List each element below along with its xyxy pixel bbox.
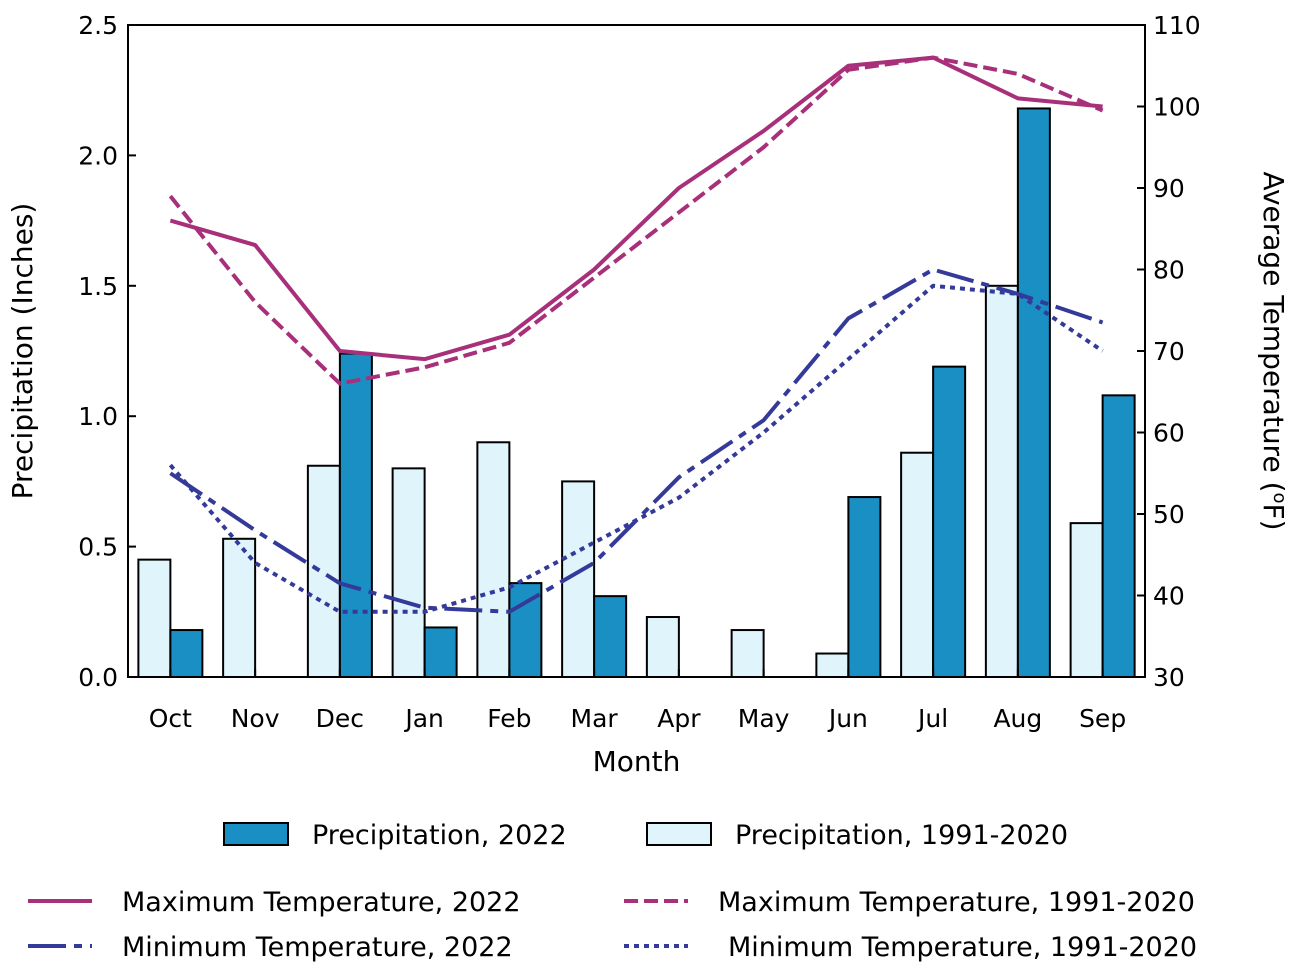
lines-layer (168, 55, 1104, 614)
y-axis-left-title: Precipitation (Inches) (6, 203, 39, 500)
y-axis-right-title-suffix: F) (1257, 504, 1290, 531)
bar-2022-mar (593, 595, 628, 678)
x-tick-label: Dec (316, 704, 364, 733)
right-tick-label: 100 (1153, 93, 1201, 122)
bar-normal-oct (137, 558, 172, 679)
right-tick-label: 30 (1153, 663, 1185, 692)
bar-2022-sep (1101, 394, 1136, 678)
legend-max-2022-label: Maximum Temperature, 2022 (122, 887, 521, 918)
axes-layer: 0.0 0.5 1.0 1.5 2.0 2.5 30 40 50 60 70 80 90 100 110 Oc… (6, 11, 1290, 778)
x-tick-label: Jul (916, 704, 948, 733)
x-tick-label: Aug (993, 704, 1042, 733)
x-axis-title: Month (593, 745, 681, 778)
y-axis-right-title-sup: o (1269, 493, 1290, 504)
x-tick-label: May (738, 704, 790, 733)
bar-normal-may (730, 629, 765, 679)
left-tick-label: 1.0 (78, 402, 118, 431)
right-tick-label: 60 (1153, 419, 1185, 448)
right-tick-label: 70 (1153, 337, 1185, 366)
x-tick-label: Oct (149, 704, 192, 733)
bar-2022-jan (423, 626, 458, 678)
bar-normal-jun (815, 652, 850, 679)
bar-2022-oct (169, 629, 204, 679)
x-tick-label: Sep (1079, 704, 1126, 733)
y-axis-right-title-prefix: Average Temperature ( (1257, 171, 1290, 492)
x-tick-label: Apr (657, 704, 701, 733)
legend-precip-2022-label: Precipitation, 2022 (312, 820, 567, 851)
legend-precip-2022-swatch (223, 822, 289, 846)
legend-precip-normal-swatch (646, 822, 712, 846)
right-tick-label: 40 (1153, 582, 1185, 611)
left-tick-label: 2.0 (78, 141, 118, 170)
bar-normal-apr (645, 616, 680, 678)
right-tick-label: 110 (1153, 11, 1201, 40)
bar-2022-dec (338, 352, 373, 678)
bar-2022-aug (1016, 107, 1051, 679)
bar-normal-sep (1069, 522, 1104, 678)
x-tick-label: Nov (231, 704, 280, 733)
left-tick-label: 0.0 (78, 663, 118, 692)
legend-max-normal-label: Maximum Temperature, 1991-2020 (718, 887, 1195, 918)
bar-normal-aug (984, 284, 1019, 678)
right-tick-label: 90 (1153, 174, 1185, 203)
line-series-3 (168, 283, 1104, 614)
bar-normal-jul (900, 451, 935, 678)
bar-normal-feb (476, 441, 511, 678)
left-tick-label: 0.5 (78, 533, 118, 562)
bars-layer (137, 107, 1136, 679)
left-tick-label: 2.5 (78, 11, 118, 40)
legend-min-2022-label: Minimum Temperature, 2022 (122, 932, 513, 963)
y-axis-right-title: Average Temperature (oF) (1257, 171, 1290, 530)
line-series-1 (168, 55, 1104, 386)
x-tick-label: Mar (571, 704, 619, 733)
bar-2022-jul (932, 365, 967, 678)
legend-min-normal-label: Minimum Temperature, 1991-2020 (728, 932, 1197, 963)
x-tick-label: Feb (487, 704, 531, 733)
x-tick-label: Jun (827, 704, 868, 733)
left-tick-label: 1.5 (78, 272, 118, 301)
bar-2022-jun (847, 496, 882, 678)
bar-normal-jan (391, 467, 426, 678)
right-tick-label: 80 (1153, 256, 1185, 285)
bar-normal-dec (306, 464, 341, 679)
x-tick-label: Jan (403, 704, 444, 733)
right-tick-label: 50 (1153, 500, 1185, 529)
legend-layer: Precipitation, 2022 Precipitation, 1991-2… (28, 820, 1197, 963)
line-series-0 (169, 55, 1103, 362)
legend-precip-normal-label: Precipitation, 1991-2020 (735, 820, 1068, 851)
